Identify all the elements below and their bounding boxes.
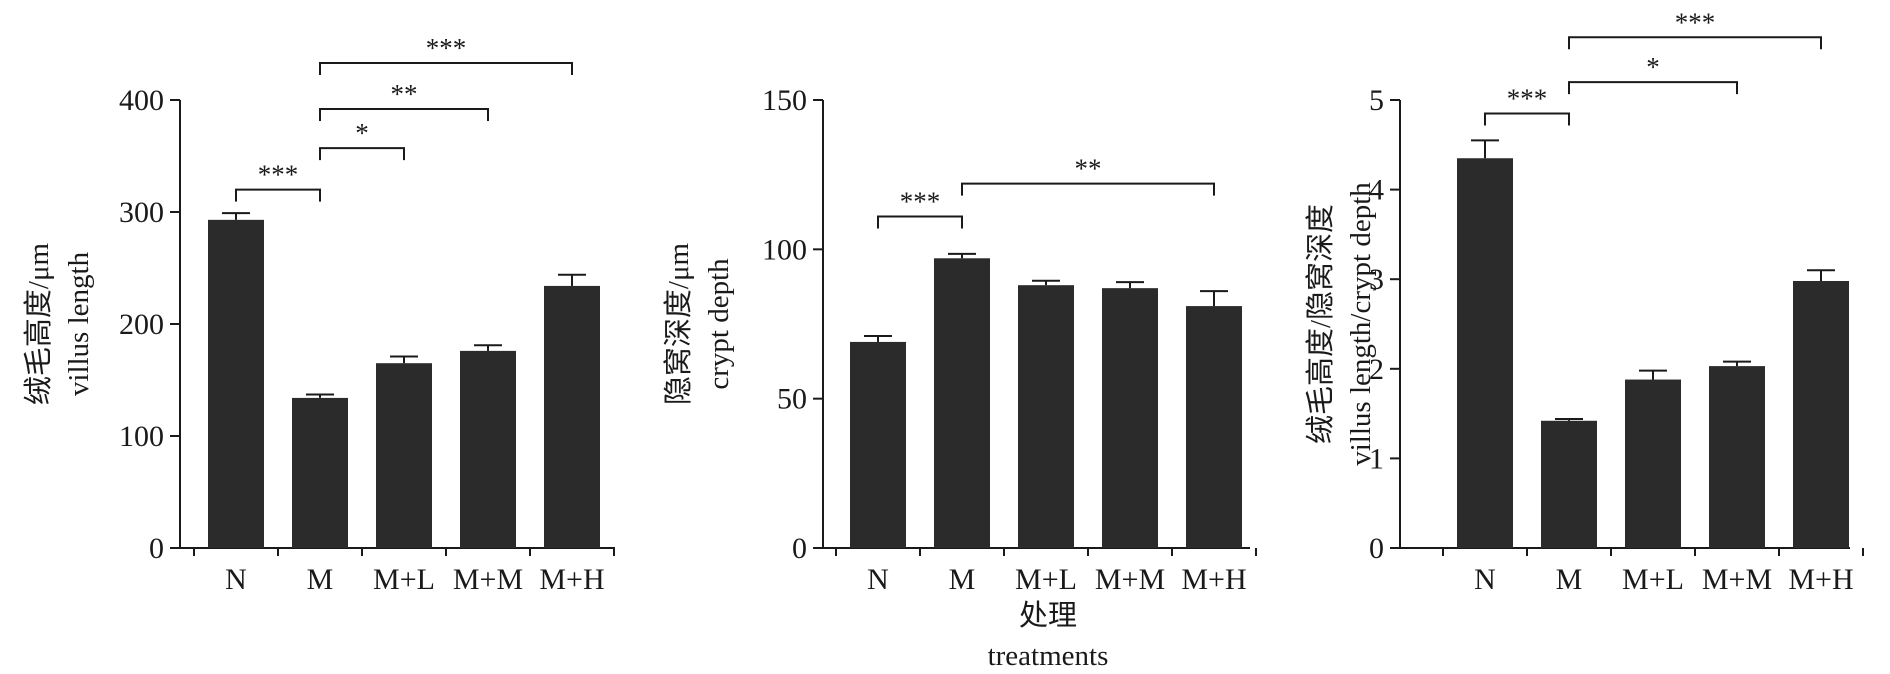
bar-m-plus-h bbox=[1793, 280, 1849, 548]
significance-label: *** bbox=[900, 186, 941, 216]
x-tick-label: M+L bbox=[1622, 563, 1684, 596]
x-tick-label: M+H bbox=[539, 563, 604, 596]
y-axis-title-zh: 绒毛高度/μm bbox=[22, 242, 55, 405]
y-tick-label: 5 bbox=[1369, 84, 1384, 117]
y-tick-label: 300 bbox=[119, 196, 164, 229]
significance-label: * bbox=[1646, 52, 1660, 82]
significance-bracket bbox=[1568, 81, 1738, 95]
bar-m-plus-h bbox=[544, 285, 600, 548]
x-tick-label: M+L bbox=[373, 563, 435, 596]
y-tick-label: 2 bbox=[1369, 353, 1384, 386]
bar-m-plus-m bbox=[1709, 366, 1765, 548]
significance-bracket bbox=[1484, 112, 1570, 126]
x-tick-label: N bbox=[867, 563, 889, 596]
x-tick-label: M bbox=[307, 563, 334, 596]
x-tick-label: M+H bbox=[1788, 563, 1853, 596]
significance-label: * bbox=[355, 118, 369, 148]
bar-m bbox=[292, 397, 348, 548]
y-axis-title-en: villus length/crypt depth bbox=[1345, 182, 1377, 466]
y-axis-title-zh: 绒毛高度/隐窝深度 bbox=[1304, 204, 1337, 444]
significance-label: ** bbox=[391, 79, 418, 109]
y-tick-label: 150 bbox=[762, 84, 807, 117]
y-axis-title-en: crypt depth bbox=[703, 258, 735, 390]
x-tick-label: N bbox=[1474, 563, 1496, 596]
significance-bracket bbox=[235, 188, 321, 202]
y-tick-label: 1 bbox=[1369, 442, 1384, 475]
significance-bracket bbox=[319, 62, 573, 76]
x-tick-label: M bbox=[1556, 563, 1583, 596]
bar-m bbox=[934, 258, 990, 548]
y-tick-label: 0 bbox=[1369, 532, 1384, 565]
y-tick-label: 50 bbox=[777, 383, 807, 416]
significance-label: ** bbox=[1075, 154, 1102, 184]
y-tick-label: 4 bbox=[1369, 174, 1384, 207]
bar-m-plus-h bbox=[1186, 306, 1242, 548]
bar-n bbox=[850, 341, 906, 548]
y-tick-label: 100 bbox=[119, 420, 164, 453]
y-tick-label: 0 bbox=[149, 532, 164, 565]
significance-bracket bbox=[961, 182, 1215, 196]
x-tick-label: M+M bbox=[1095, 563, 1165, 596]
significance-bracket bbox=[1568, 36, 1822, 50]
bar-n bbox=[1457, 158, 1513, 549]
y-axis-title-zh: 隐窝深度/μm bbox=[662, 242, 695, 405]
significance-label: *** bbox=[258, 160, 299, 190]
x-axis-title-zh: 处理 bbox=[1019, 599, 1077, 632]
bar-m-plus-l bbox=[1018, 285, 1074, 548]
bar-m-plus-l bbox=[1625, 379, 1681, 548]
significance-label: *** bbox=[1507, 83, 1548, 113]
significance-bracket bbox=[319, 147, 405, 161]
bar-m-plus-l bbox=[376, 363, 432, 548]
significance-bracket bbox=[877, 215, 963, 229]
y-axis-title-en: villus length bbox=[63, 251, 95, 396]
x-tick-label: M+M bbox=[453, 563, 523, 596]
bar-m bbox=[1541, 420, 1597, 548]
y-tick-label: 200 bbox=[119, 308, 164, 341]
x-tick-label: M+H bbox=[1181, 563, 1246, 596]
x-tick-label: M+L bbox=[1015, 563, 1077, 596]
x-tick-label: M+M bbox=[1702, 563, 1772, 596]
x-axis-title-en: treatments bbox=[988, 640, 1109, 672]
significance-bracket bbox=[319, 107, 489, 121]
significance-label: *** bbox=[426, 33, 467, 63]
significance-label: *** bbox=[1675, 7, 1716, 37]
bar-m-plus-m bbox=[1102, 288, 1158, 548]
bar-n bbox=[208, 219, 264, 548]
y-tick-label: 400 bbox=[119, 84, 164, 117]
bar-m-plus-m bbox=[460, 350, 516, 548]
y-tick-label: 100 bbox=[762, 233, 807, 266]
x-tick-label: N bbox=[225, 563, 247, 596]
y-tick-label: 0 bbox=[792, 532, 807, 565]
y-tick-label: 3 bbox=[1369, 263, 1384, 296]
x-tick-label: M bbox=[949, 563, 976, 596]
